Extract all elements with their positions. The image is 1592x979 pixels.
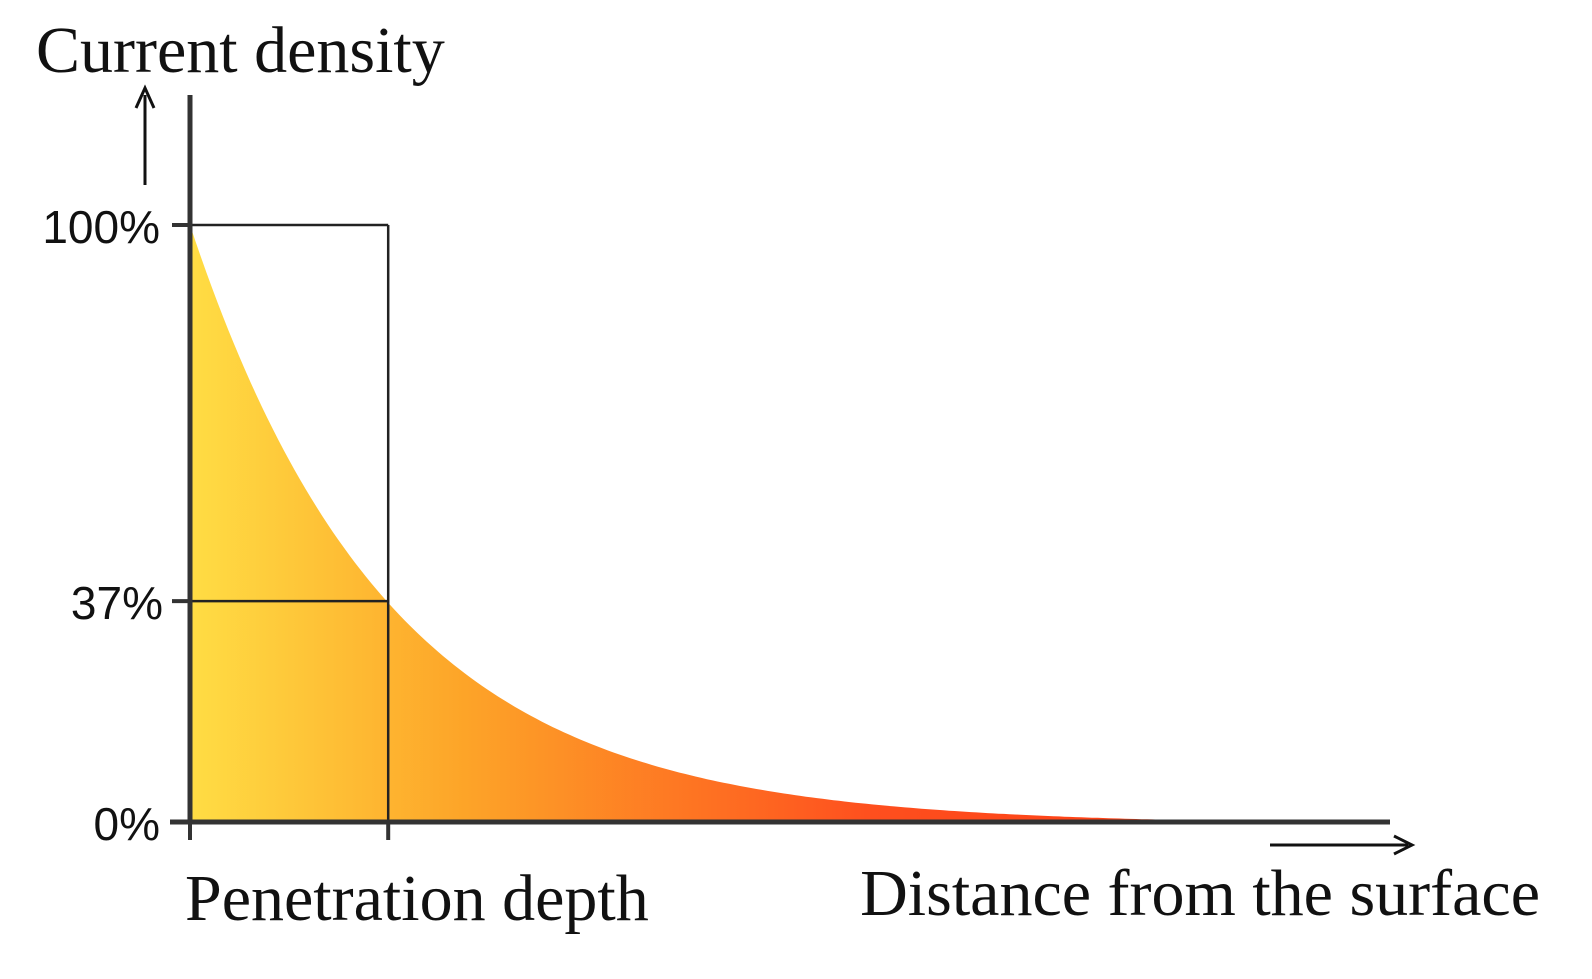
decay-area (190, 225, 1290, 822)
y-tick-label-100: 100% (42, 201, 160, 253)
penetration-depth-label: Penetration depth (185, 862, 649, 935)
right-arrow-icon (1270, 834, 1416, 856)
x-axis-label: Distance from the surface (860, 857, 1540, 930)
up-arrow-icon (134, 84, 156, 185)
y-axis-label: Current density (36, 14, 445, 87)
y-tick-label-37: 37% (71, 577, 163, 629)
y-tick-label-0: 0% (94, 798, 160, 850)
